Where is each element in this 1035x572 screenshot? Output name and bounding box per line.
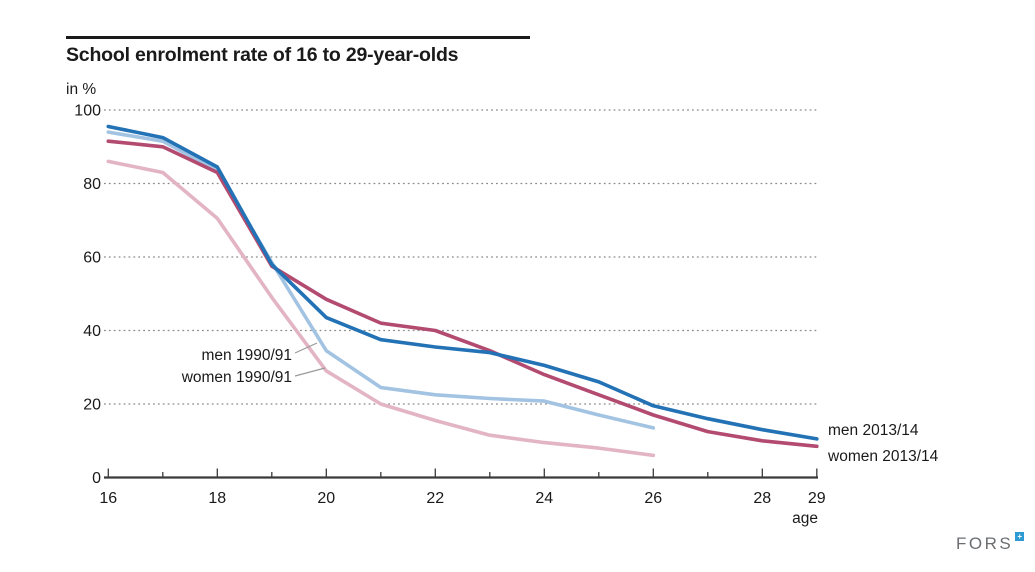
y-axis-unit-label: in % [66,81,97,98]
y-tick-label: 60 [83,250,101,267]
x-axis-label: age [792,510,818,527]
y-tick-label: 40 [83,323,101,340]
x-tick-label: 26 [644,490,662,507]
x-tick-label: 29 [808,490,826,507]
x-tick-label: 28 [753,490,771,507]
series-line-women-2013-14 [106,139,819,449]
fors-plus-icon: + [1015,532,1025,541]
series-label-men-1990-91: men 1990/91 [201,347,293,364]
chart-title: School enrolment rate of 16 to 29-year-o… [66,44,459,66]
series-label-women-2013-14: women 2013/14 [828,448,939,465]
series-line-men-1990-91 [106,130,656,430]
fors-logo-text: FORS [956,534,1014,553]
x-tick-label: 22 [426,490,444,507]
callout-line-women-1990-91 [294,367,326,377]
series-label-men-2013-14: men 2013/14 [828,422,919,439]
x-tick-label: 24 [535,490,553,507]
series-line-men-2013-14 [106,124,819,441]
callout-line-men-1990-91 [294,342,318,354]
x-tick-label: 20 [317,490,335,507]
y-tick-label: 100 [74,103,101,120]
title-rule [66,36,530,39]
fors-logo: FORS + [956,532,1025,554]
y-tick-label: 20 [83,397,101,414]
series-line-women-1990-91 [106,159,656,458]
series-label-women-1990-91: women 1990/91 [181,369,292,386]
y-tick-label: 0 [92,470,101,487]
x-tick-label: 16 [99,490,117,507]
x-tick-label: 18 [208,490,226,507]
y-tick-label: 80 [83,176,101,193]
